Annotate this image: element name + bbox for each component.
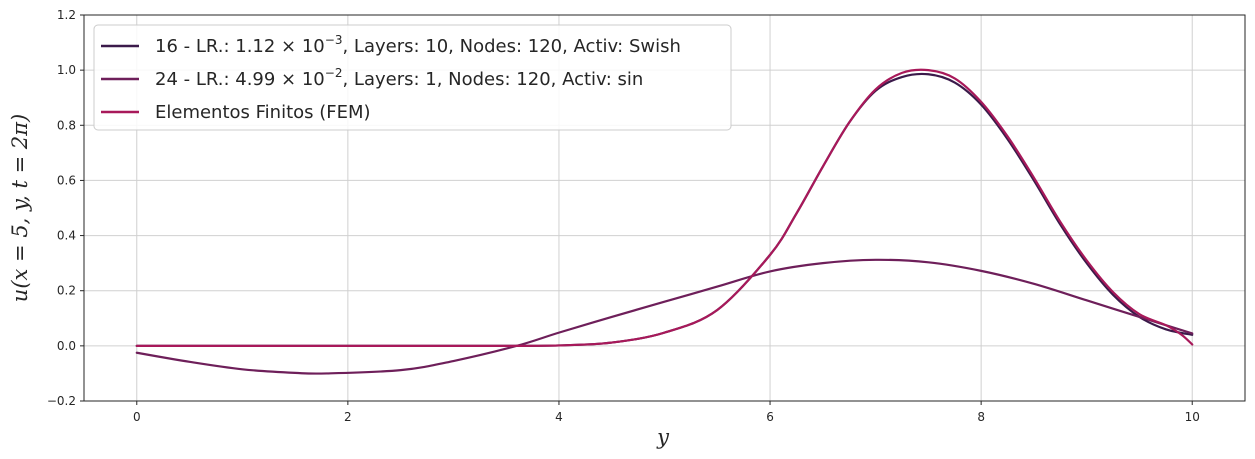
y-tick-label: 1.0 (57, 63, 76, 77)
legend-entry-2: 24 - LR.: 4.99 × 10−2, Layers: 1, Nodes:… (155, 66, 643, 90)
legend: 16 - LR.: 1.12 × 10−3, Layers: 10, Nodes… (93, 24, 732, 131)
plot-frame (83, 14, 1246, 402)
y-tick-label: 0.8 (57, 118, 76, 132)
y-tick-label: 0.2 (57, 284, 76, 298)
y-axis-label: u(x = 5, y, t = 2π) (8, 114, 32, 302)
x-tick-label: 2 (344, 410, 352, 424)
legend-entry-3: Elementos Finitos (FEM) (155, 102, 371, 123)
y-tick-label: 0.6 (57, 173, 76, 187)
x-tick-label: 6 (766, 410, 774, 424)
series-lines (135, 68, 1194, 375)
x-axis-ticks: 0 2 4 6 8 10 (133, 401, 1200, 424)
legend-box (93, 24, 732, 131)
x-tick-label: 8 (977, 410, 985, 424)
legend-entry-1: 16 - LR.: 1.12 × 10−3, Layers: 10, Nodes… (155, 33, 681, 57)
y-tick-label: 0.4 (57, 229, 76, 243)
y-tick-label: 0.0 (57, 339, 76, 353)
y-axis-ticks: −0.2 0.0 0.2 0.4 0.6 0.8 1.0 1.2 (47, 8, 84, 408)
series-line-2 (135, 258, 1194, 375)
x-axis-label: y (656, 425, 670, 449)
x-tick-label: 10 (1185, 410, 1200, 424)
y-tick-label: 1.2 (57, 8, 76, 22)
y-tick-label: −0.2 (47, 394, 76, 408)
x-tick-label: 4 (555, 410, 563, 424)
series-line-3 (135, 68, 1194, 347)
x-tick-label: 0 (133, 410, 141, 424)
